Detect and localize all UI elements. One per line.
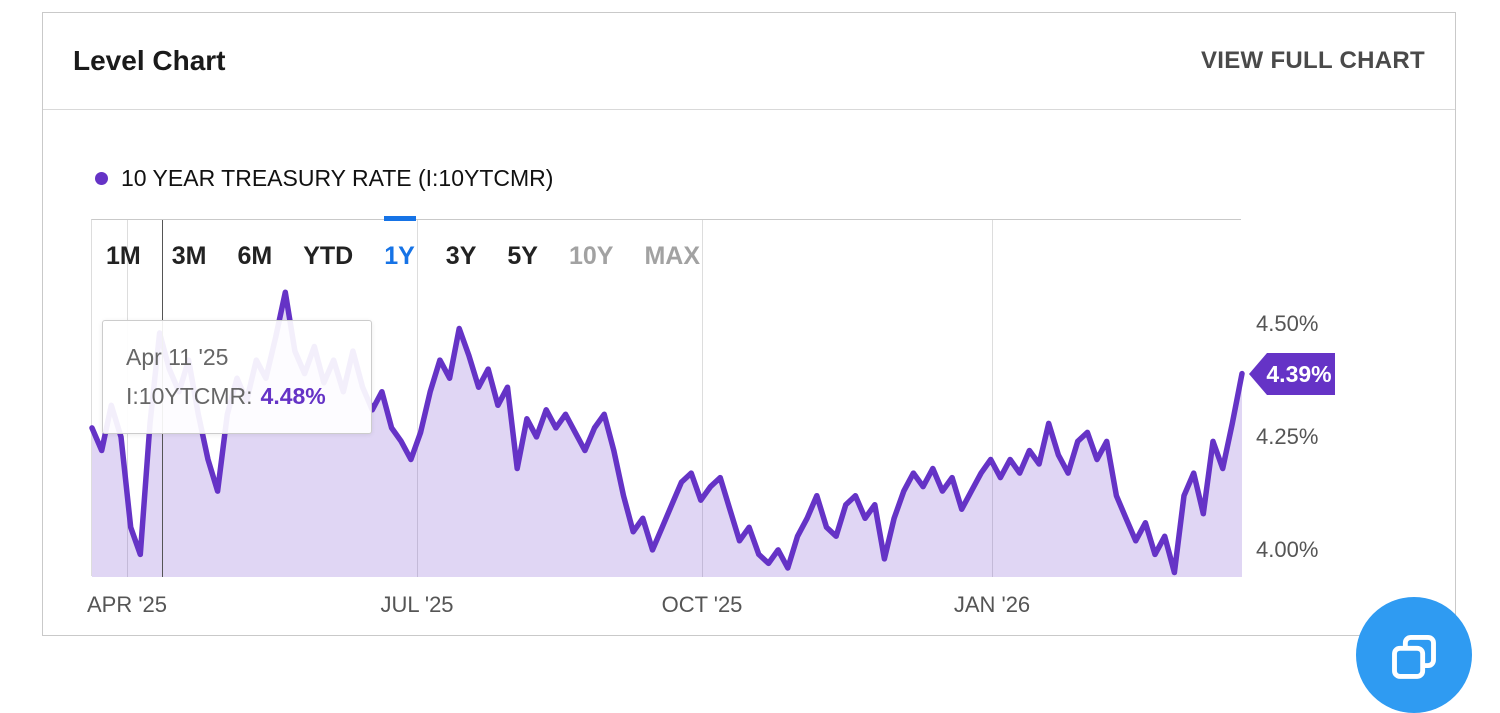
range-tab-ytd[interactable]: YTD (303, 242, 354, 270)
card-header: Level Chart VIEW FULL CHART (43, 13, 1455, 110)
range-tab-6m[interactable]: 6M (237, 242, 273, 270)
range-tab-5y[interactable]: 5Y (507, 242, 538, 270)
x-axis-label: JAN '26 (953, 592, 1031, 617)
tooltip-date: Apr 11 '25 (126, 344, 229, 370)
chart-plot-area[interactable]: 1M 3M 6M YTD 1Y 3Y 5Y 10Y MAX Apr 11 '25 I:10YTC… (87, 219, 1335, 617)
range-tab-1m[interactable]: 1M (106, 242, 141, 270)
range-tab-10y[interactable]: 10Y (568, 242, 614, 270)
gridline (702, 220, 703, 577)
tooltip-series-row: I:10YTCMR: 4.48% (126, 377, 361, 416)
x-axis-label: APR '25 (86, 592, 168, 617)
page-title: Level Chart (73, 45, 226, 76)
range-tab-3m[interactable]: 3M (171, 242, 207, 270)
tooltip-series-label: I:10YTCMR: (126, 383, 253, 410)
series-color-dot-icon (95, 172, 108, 185)
x-axis-label: JUL '25 (380, 592, 454, 617)
chart-tooltip: Apr 11 '25 I:10YTCMR: 4.48% (102, 320, 372, 435)
range-tabs: 1M 3M 6M YTD 1Y 3Y 5Y 10Y MAX (106, 242, 700, 271)
range-tab-3y[interactable]: 3Y (445, 242, 477, 270)
gridline (417, 220, 418, 577)
view-full-chart-link[interactable]: VIEW FULL CHART (1200, 47, 1425, 74)
range-tab-1y[interactable]: 1Y (384, 242, 415, 270)
current-value-badge: 4.39% (1249, 353, 1335, 395)
range-tab-max[interactable]: MAX (644, 242, 701, 270)
treasury-rate-chart (89, 289, 1245, 577)
copy-pages-icon (1392, 634, 1436, 679)
area-fill (92, 292, 1242, 577)
fab-button[interactable] (1356, 597, 1472, 713)
rate-line (89, 289, 1245, 576)
level-chart-card: Level Chart VIEW FULL CHART 10 YEAR TREA… (42, 12, 1456, 636)
y-axis-label: 4.25% (1256, 424, 1319, 449)
chart-legend: 10 YEAR TREASURY RATE (I:10YTCMR) (95, 165, 553, 192)
series-legend-label: 10 YEAR TREASURY RATE (I:10YTCMR) (121, 165, 554, 191)
x-axis-label: OCT '25 (661, 592, 743, 617)
tooltip-value: 4.48% (260, 383, 326, 410)
y-axis-label: 4.00% (1256, 537, 1319, 562)
gridline (992, 220, 993, 577)
y-axis-label: 4.50% (1256, 311, 1319, 336)
